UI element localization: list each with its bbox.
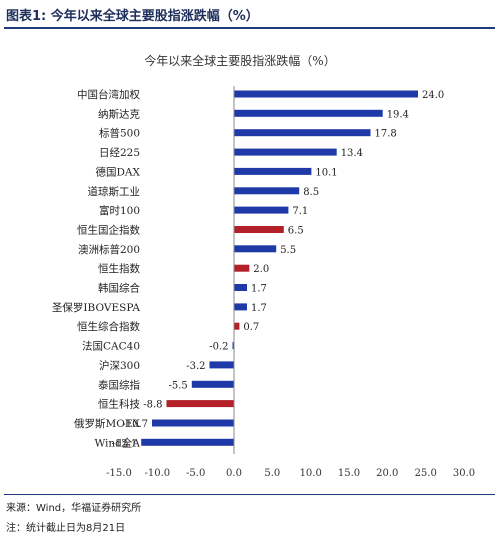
footer-rule xyxy=(4,494,495,495)
category-label-7: 恒生国企指数 xyxy=(77,224,140,237)
value-label-15: -5.5 xyxy=(169,380,188,391)
value-label-11: 1.7 xyxy=(251,303,267,314)
category-label-4: 德国DAX xyxy=(96,165,141,178)
category-label-9: 恒生指数 xyxy=(98,262,140,275)
x-tick-label-2: -5.0 xyxy=(186,468,205,479)
x-tick-label-0: -15.0 xyxy=(106,468,132,479)
category-label-16: 恒生科技 xyxy=(98,398,140,411)
category-label-11: 圣保罗IBOVESPA xyxy=(52,301,141,314)
bar-13 xyxy=(232,342,234,350)
chart-container: 今年以来全球主要股指涨跌幅（%） 中国台湾加权纳斯达克标普500 日经225 德国D… xyxy=(0,30,499,492)
bar-16 xyxy=(166,400,234,408)
value-label-6: 7.1 xyxy=(292,206,308,217)
x-tick-label-4: 5.0 xyxy=(264,468,280,479)
category-label-10: 韩国综合 xyxy=(98,282,140,295)
category-label-13: 法国CAC40 xyxy=(82,340,140,353)
bar-group xyxy=(141,90,418,446)
bar-8 xyxy=(234,245,277,253)
bar-11 xyxy=(234,303,247,311)
value-label-9: 2.0 xyxy=(253,264,269,275)
figure-header: 图表1: 今年以来全球主要股指涨跌幅（%） xyxy=(0,0,499,29)
category-label-12: 恒生综合指数 xyxy=(77,320,140,333)
bar-5 xyxy=(234,187,300,195)
category-label-3: 日经225 xyxy=(99,146,140,159)
chart-title: 今年以来全球主要股指涨跌幅（%） xyxy=(144,53,335,68)
value-label-8: 5.5 xyxy=(280,245,296,256)
value-label-12: 0.7 xyxy=(243,322,259,333)
value-label-18: -12.1 xyxy=(112,438,138,449)
category-label-2: 标普500 xyxy=(99,127,140,140)
bar-14 xyxy=(209,361,234,369)
category-label-8: 澳洲标普200 xyxy=(78,243,140,256)
value-label-10: 1.7 xyxy=(251,284,267,295)
value-label-1: 19.4 xyxy=(387,109,409,120)
header-rule xyxy=(4,27,495,29)
bar-0 xyxy=(234,90,418,98)
bar-3 xyxy=(234,148,337,156)
bar-12 xyxy=(234,322,240,330)
value-label-14: -3.2 xyxy=(186,361,205,372)
value-label-16: -8.8 xyxy=(143,400,162,411)
value-label-13: -0.2 xyxy=(209,342,228,353)
source-text: 来源：Wind，华福证券研究所 xyxy=(6,503,142,514)
x-tick-label-3: 0.0 xyxy=(226,468,242,479)
value-label-17: -10.7 xyxy=(122,419,148,430)
x-tick-label-7: 20.0 xyxy=(376,468,398,479)
bar-6 xyxy=(234,206,289,214)
bar-15 xyxy=(191,380,234,388)
category-label-6: 富时100 xyxy=(99,204,140,217)
bar-18 xyxy=(141,438,234,446)
note-text: 注：统计截止日为8月21日 xyxy=(6,523,126,534)
value-label-5: 8.5 xyxy=(303,187,319,198)
x-tick-label-8: 25.0 xyxy=(415,468,437,479)
category-label-18: Wind全A xyxy=(94,436,140,449)
value-labels: 24.0 19.4 17.8 13.4 10.1 8.5 7.1 6.5 5.5 2.0 1.7 1.… xyxy=(112,90,445,449)
bar-10 xyxy=(234,284,247,291)
x-tick-label-1: -10.0 xyxy=(144,468,170,479)
bar-1 xyxy=(234,109,383,117)
bar-2 xyxy=(234,129,371,137)
category-label-1: 纳斯达克 xyxy=(98,107,140,120)
value-label-0: 24.0 xyxy=(422,90,444,101)
bar-7 xyxy=(234,226,284,233)
x-axis: -15.0 -10.0 -5.0 0.0 5.0 10.0 15.0 20.0 25.0 30.0 xyxy=(106,86,475,479)
figure-label: 图表1: 今年以来全球主要股指涨跌幅（%） xyxy=(6,9,259,24)
category-label-5: 道琼斯工业 xyxy=(88,185,141,198)
bar-9 xyxy=(234,264,250,272)
value-label-7: 6.5 xyxy=(288,226,304,237)
category-label-17: 俄罗斯MOEX xyxy=(74,417,141,430)
x-tick-label-5: 10.0 xyxy=(300,468,322,479)
value-label-3: 13.4 xyxy=(341,148,363,159)
value-label-4: 10.1 xyxy=(315,167,337,178)
value-label-2: 17.8 xyxy=(375,129,397,140)
bar-4 xyxy=(234,167,312,175)
x-tick-label-6: 15.0 xyxy=(338,468,360,479)
bar-17 xyxy=(152,419,234,427)
category-label-0: 中国台湾加权 xyxy=(77,88,140,101)
category-label-14: 沪深300 xyxy=(99,359,140,372)
x-tick-label-9: 30.0 xyxy=(453,468,475,479)
category-label-15: 泰国综指 xyxy=(98,378,140,391)
